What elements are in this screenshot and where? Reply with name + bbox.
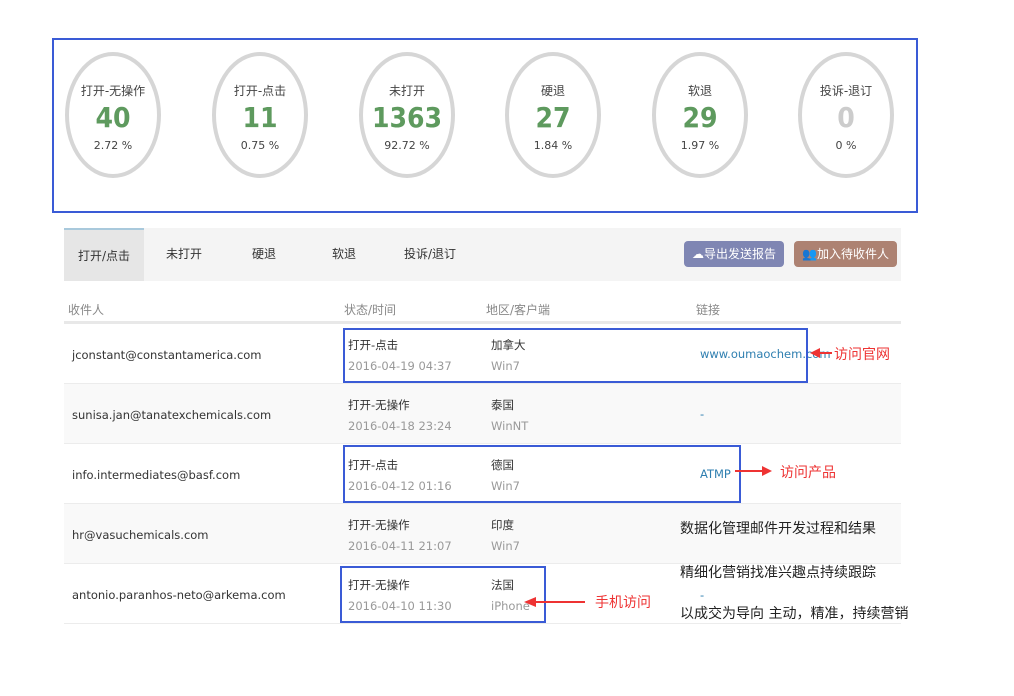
stat-soft-bounce[interactable]: 软退 29 1.97 % [652, 52, 748, 178]
time: 2016-04-11 21:07 [348, 539, 452, 553]
recipient-email: sunisa.jan@tanatexchemicals.com [72, 408, 272, 422]
region: 加拿大 [491, 338, 526, 352]
col-recipient: 收件人 [68, 303, 105, 317]
col-link: 链接 [696, 303, 721, 317]
stat-percent: 0.75 % [240, 139, 280, 152]
table-row: antonio.paranhos-neto@arkema.com 打开-无操作 … [64, 564, 901, 624]
users-icon: 👥 [802, 247, 817, 261]
stat-value: 11 [242, 101, 278, 134]
stat-value: 27 [535, 101, 571, 134]
stat-label: 打开-点击 [233, 84, 287, 98]
stat-percent: 1.97 % [680, 139, 720, 152]
add-label: 加入待收件人 [816, 247, 889, 261]
time: 2016-04-12 01:16 [348, 479, 452, 493]
stat-value: 29 [682, 101, 718, 134]
stat-unopened[interactable]: 未打开 1363 92.72 % [359, 52, 455, 178]
table-row: sunisa.jan@tanatexchemicals.com 打开-无操作 2… [64, 384, 901, 444]
highlight-box [343, 445, 741, 503]
stat-open-click[interactable]: 打开-点击 11 0.75 % [212, 52, 308, 178]
export-report-button[interactable]: ☁导出发送报告 [684, 241, 785, 267]
status: 打开-无操作 [348, 398, 410, 412]
visited-link[interactable]: - [700, 407, 705, 421]
stat-label: 硬退 [540, 84, 565, 98]
stat-open-no-action[interactable]: 打开-无操作 40 2.72 % [65, 52, 161, 178]
annotation-visit-product: 访问产品 [780, 465, 836, 481]
annotation-visit-site: 访问官网 [834, 347, 890, 363]
stat-percent: 0 % [835, 139, 857, 152]
table-row: info.intermediates@basf.com 打开-点击 2016-0… [64, 444, 901, 504]
stats-panel [52, 38, 918, 213]
region: 泰国 [491, 398, 514, 412]
time: 2016-04-10 11:30 [348, 599, 452, 613]
col-status-time: 状态/时间 [344, 303, 397, 317]
tab-soft-bounce[interactable]: 软退 [331, 247, 356, 261]
stat-label: 未打开 [388, 84, 425, 98]
recipient-email: antonio.paranhos-neto@arkema.com [72, 588, 286, 602]
stat-label: 打开-无操作 [80, 84, 146, 98]
visited-link[interactable]: - [700, 588, 705, 602]
visited-link[interactable]: www.oumaochem.com [700, 347, 831, 361]
stat-percent: 2.72 % [93, 139, 133, 152]
tab-bar: 打开/点击 未打开 硬退 软退 投诉/退订 ☁导出发送报告 👥加入待收件人 [64, 228, 901, 281]
stat-complaint-unsubscribe[interactable]: 投诉-退订 0 0 % [798, 52, 894, 178]
annotation-mobile: 手机访问 [595, 595, 651, 611]
region: 德国 [491, 458, 514, 472]
stat-value: 40 [95, 101, 131, 134]
region: 印度 [491, 518, 514, 532]
note-line: 精细化营销找准兴趣点持续跟踪 [680, 565, 876, 581]
cloud-download-icon: ☁ [692, 247, 704, 261]
stat-value: 0 [837, 101, 855, 134]
client: Win7 [491, 479, 520, 493]
region: 法国 [491, 578, 514, 592]
export-label: 导出发送报告 [704, 247, 777, 261]
note-line: 数据化管理邮件开发过程和结果 [680, 521, 876, 537]
client: Win7 [491, 539, 520, 553]
stat-value: 1363 [371, 101, 443, 134]
recipient-email: hr@vasuchemicals.com [72, 528, 209, 542]
tab-hard-bounce[interactable]: 硬退 [251, 247, 276, 261]
note-line: 以成交为导向 主动，精准，持续营销 [680, 606, 909, 622]
table-row: hr@vasuchemicals.com 打开-无操作 2016-04-11 2… [64, 504, 901, 564]
stat-hard-bounce[interactable]: 硬退 27 1.84 % [505, 52, 601, 178]
table-header: 收件人 状态/时间 地区/客户端 链接 [64, 281, 901, 324]
recipient-email: info.intermediates@basf.com [72, 468, 241, 482]
status: 打开-无操作 [348, 578, 410, 592]
highlight-box [340, 566, 546, 623]
add-recipients-button[interactable]: 👥加入待收件人 [794, 241, 897, 267]
stat-percent: 1.84 % [533, 139, 573, 152]
client: WinNT [491, 419, 529, 433]
status: 打开-无操作 [348, 518, 410, 532]
visited-link[interactable]: ATMP [700, 467, 731, 481]
stat-percent: 92.72 % [384, 139, 430, 152]
stat-label: 软退 [687, 84, 712, 98]
status: 打开-点击 [348, 338, 399, 352]
col-region-client: 地区/客户端 [486, 303, 551, 317]
client: Win7 [491, 359, 520, 373]
recipient-email: jconstant@constantamerica.com [72, 348, 262, 362]
table-row: jconstant@constantamerica.com 打开-点击 2016… [64, 324, 901, 384]
stat-label: 投诉-退订 [819, 84, 873, 98]
status: 打开-点击 [348, 458, 399, 472]
tab-open-click[interactable]: 打开/点击 [64, 228, 144, 281]
client: iPhone [491, 599, 530, 613]
tab-unopened[interactable]: 未打开 [165, 247, 202, 261]
time: 2016-04-19 04:37 [348, 359, 452, 373]
tab-complaint[interactable]: 投诉/退订 [403, 247, 457, 261]
time: 2016-04-18 23:24 [348, 419, 452, 433]
highlight-box [343, 328, 808, 383]
